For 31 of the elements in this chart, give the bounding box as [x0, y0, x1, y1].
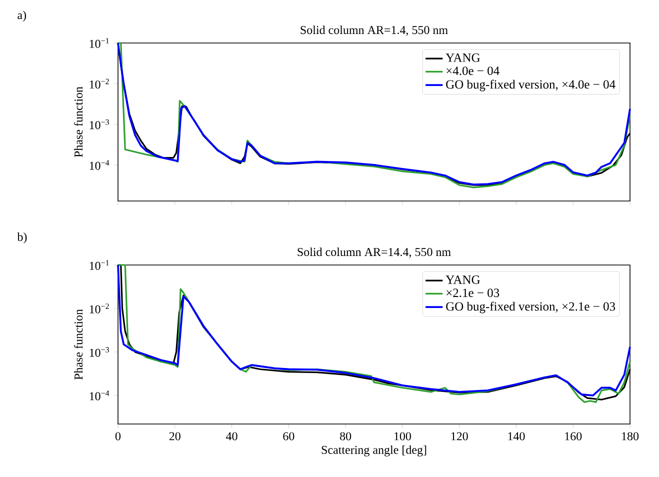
x-tick-label: 120	[451, 432, 468, 440]
text: a)	[18, 10, 26, 22]
legend-label: YANG	[446, 54, 480, 62]
y-axis-title: Phase function	[74, 86, 83, 158]
x-axis-title: Scattering angle [deg]	[322, 446, 426, 456]
legend-label: ×2.1e − 03	[446, 288, 500, 298]
y-tick-label: 10$^{−2}$	[90, 78, 109, 89]
x-tick-label: 160	[565, 432, 582, 440]
x-tick-label: 80	[340, 432, 352, 440]
x-tick-label: 40	[226, 432, 238, 440]
x-tick-label: 0	[115, 432, 121, 440]
chart-title: Solid column AR=1.4, 550 nm	[300, 26, 448, 36]
legend-label: GO bug-fixed version, ×2.1e − 03	[446, 302, 616, 314]
y-tick-label: 10$^{−1}$	[90, 260, 109, 270]
y-tick-label: 10$^{−1}$	[90, 38, 109, 48]
legend-label: ×4.0e − 04	[446, 66, 500, 76]
chart-title: Solid column AR=14.4, 550 nm	[298, 248, 451, 258]
x-tick-label: 100	[394, 432, 411, 440]
y-tick-label: 10$^{−3}$	[90, 347, 109, 357]
text: b)	[17, 232, 27, 244]
y-axis-title: Phase function	[74, 309, 83, 380]
x-tick-label: 140	[508, 432, 525, 440]
y-tick-label: 10$^{−4}$	[90, 160, 110, 170]
legend-label: YANG	[446, 276, 480, 284]
y-tick-label: 10$^{−2}$	[90, 304, 109, 314]
x-tick-label: 180	[622, 432, 639, 440]
y-tick-label: 10$^{−3}$	[90, 119, 109, 130]
y-tick-label: 10$^{−4}$	[90, 390, 110, 400]
x-tick-label: 60	[283, 432, 294, 440]
legend-label: GO bug-fixed version, ×4.0e − 04	[446, 80, 616, 92]
x-tick-label: 20	[169, 432, 180, 440]
